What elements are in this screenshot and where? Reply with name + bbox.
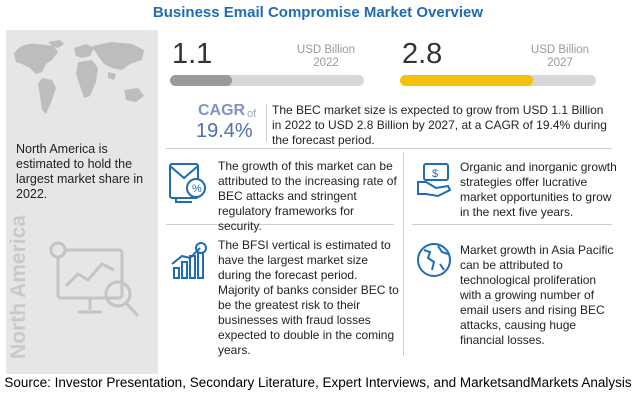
source-note: Source: Investor Presentation, Secondary… xyxy=(4,375,632,390)
region-text: North America is estimated to hold the l… xyxy=(16,142,144,201)
money-strategy-icon: $ xyxy=(417,163,452,198)
svg-text:$: $ xyxy=(432,168,438,180)
value-2022: 1.1 xyxy=(172,38,213,70)
unit-2027: USD Billion 2027 xyxy=(530,44,590,69)
cagr-description: The BEC market size is expected to grow … xyxy=(272,103,607,147)
cagr-divider xyxy=(266,104,267,142)
world-map-icon xyxy=(14,40,144,114)
cagr-value: 19.4% xyxy=(196,120,253,142)
bar-2027-track xyxy=(400,75,596,86)
analysis-chart-icon xyxy=(49,241,140,318)
bec-attack-icon: % xyxy=(169,163,206,203)
insight-4-text: Market growth in Asia Pacific can be att… xyxy=(460,243,614,347)
column-divider xyxy=(403,152,404,356)
right-divider xyxy=(412,224,612,225)
globe-icon xyxy=(417,243,451,277)
cagr-label: CAGR xyxy=(198,102,246,119)
left-divider xyxy=(166,224,394,225)
bar-2027 xyxy=(400,75,534,86)
insight-3-text: The BFSI vertical is estimated to have t… xyxy=(218,238,399,357)
region-vertical-label: North America xyxy=(7,215,30,359)
value-2027: 2.8 xyxy=(402,38,443,70)
cagr-of: of xyxy=(247,108,257,120)
bar-2022-track xyxy=(170,75,364,86)
bfsi-growth-icon xyxy=(171,242,207,279)
top-divider xyxy=(166,148,612,149)
unit-2022: USD Billion 2022 xyxy=(296,44,356,69)
insight-1-text: The growth of this market can be attribu… xyxy=(218,159,397,233)
page-title: Business Email Compromise Market Overvie… xyxy=(152,4,484,21)
insight-2-text: Organic and inorganic growth strategies … xyxy=(460,160,617,219)
svg-text:%: % xyxy=(192,183,202,195)
bar-2022 xyxy=(170,75,233,86)
